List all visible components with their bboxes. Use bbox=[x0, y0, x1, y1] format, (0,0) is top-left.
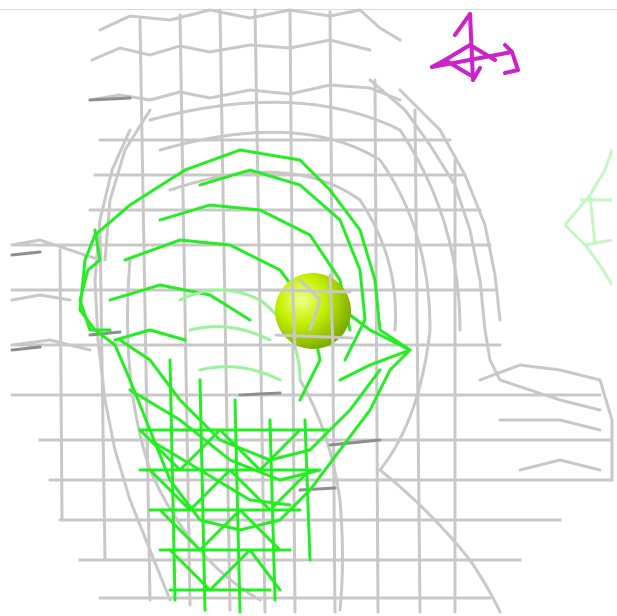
gray-density-mesh-shadow bbox=[10, 96, 382, 492]
top-border bbox=[0, 9, 617, 10]
green-density-mesh-faded bbox=[178, 288, 302, 382]
mesh-over-sphere bbox=[270, 273, 354, 350]
green-density-mesh bbox=[78, 148, 412, 614]
faded-density-mesh bbox=[563, 149, 614, 286]
orientation-axes-icon[interactable] bbox=[430, 12, 520, 82]
ion-sphere[interactable] bbox=[270, 273, 354, 350]
